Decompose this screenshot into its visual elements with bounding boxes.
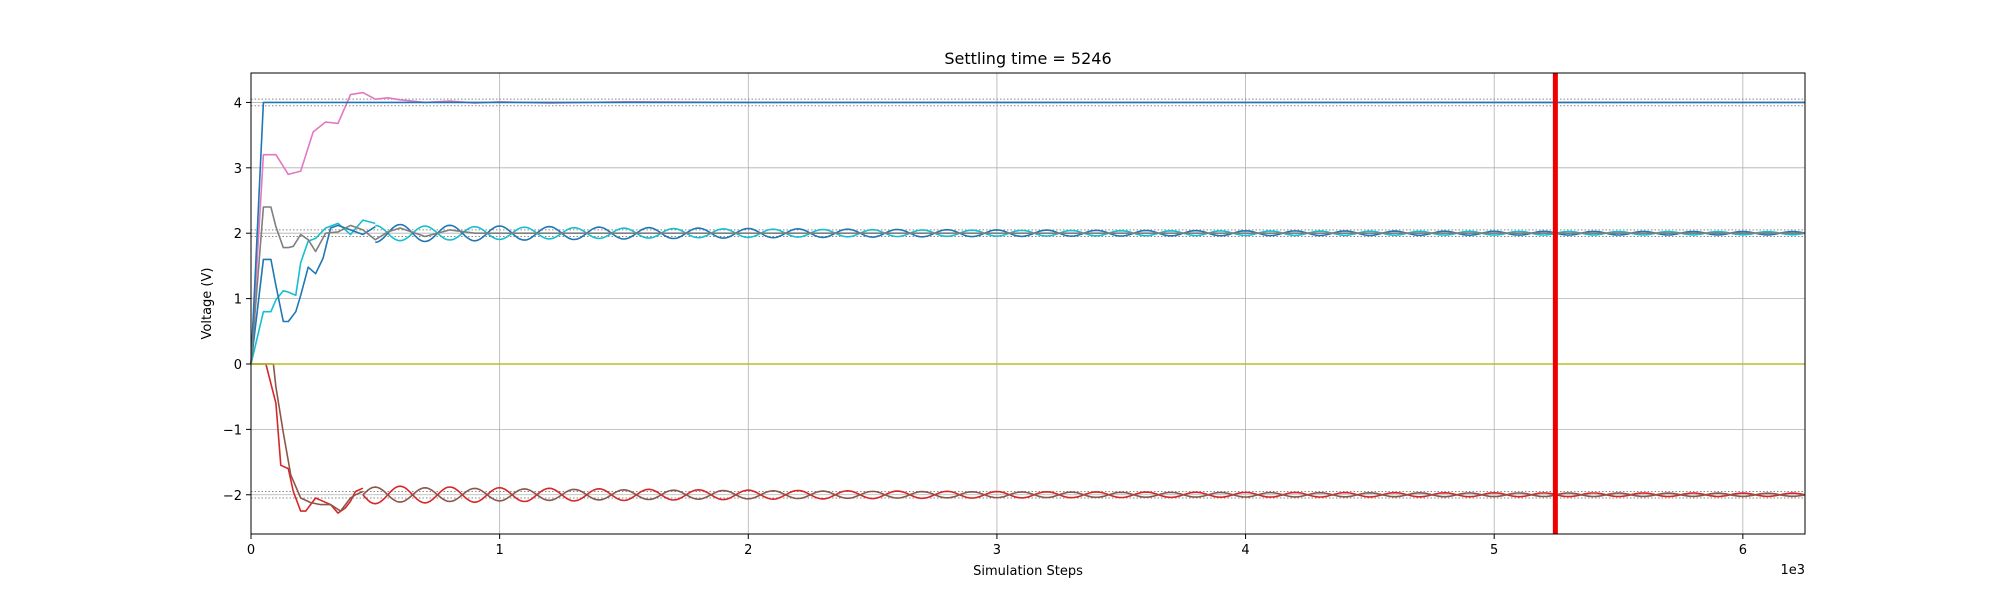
series-line [250, 91, 1805, 365]
x-tick-label: 3 [993, 543, 1001, 558]
grid-lines [250, 73, 1805, 534]
series-line-transient [250, 219, 376, 365]
y-axis-label: Voltage (V) [200, 268, 215, 340]
x-axis-label: Simulation Steps [973, 564, 1083, 579]
plot-frame [250, 72, 1806, 535]
series-line [250, 206, 1805, 365]
series-line [250, 101, 1805, 365]
y-tick-label: −1 [223, 423, 242, 438]
x-tick-label: 0 [247, 543, 255, 558]
x-tick-label: 4 [1241, 543, 1249, 558]
series-line-transient [251, 363, 364, 514]
x-axis-multiplier: 1e3 [1780, 563, 1805, 578]
y-tick-label: 1 [234, 293, 242, 308]
chart-title: Settling time = 5246 [944, 49, 1111, 68]
series-line-oscillating [375, 223, 1806, 244]
series-line-transient [251, 363, 364, 512]
y-tick-label: 2 [234, 227, 242, 242]
y-tick-label: 0 [234, 358, 242, 373]
x-tick-label: 2 [744, 543, 752, 558]
x-tick-label: 6 [1739, 543, 1747, 558]
series-lines [250, 91, 1806, 514]
reference-lines [251, 98, 1805, 499]
series-line-transient [250, 224, 376, 365]
series-line-oscillating [362, 486, 1806, 503]
x-tick-label: 5 [1490, 543, 1498, 558]
y-tick-label: 4 [234, 96, 242, 111]
axis-ticks: 0 1 2 3 4 5 6 −2 −1 0 1 2 3 4 [223, 96, 1747, 558]
y-tick-label: −2 [223, 489, 242, 504]
series-line-oscillating [375, 224, 1806, 242]
y-tick-label: 3 [234, 162, 242, 177]
x-tick-label: 1 [495, 543, 503, 558]
